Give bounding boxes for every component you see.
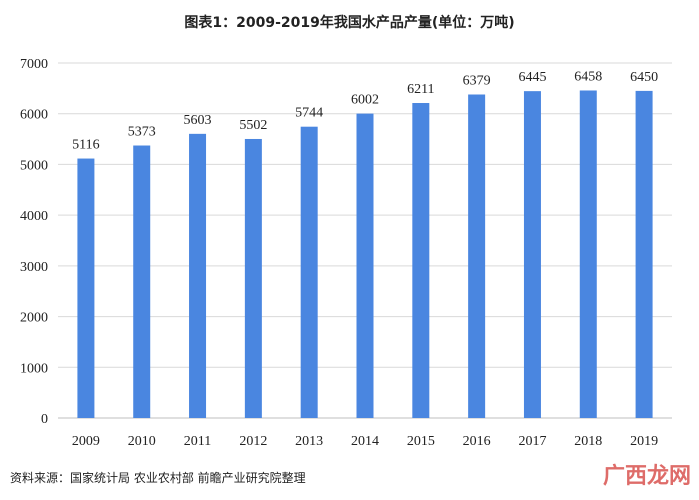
bar — [133, 145, 151, 418]
bar — [300, 126, 318, 418]
x-tick-label: 2015 — [407, 434, 435, 449]
data-label: 5116 — [72, 138, 99, 153]
data-label: 6450 — [630, 70, 658, 85]
x-tick-label: 2012 — [239, 434, 267, 449]
bar — [412, 103, 430, 418]
x-tick-label: 2014 — [351, 434, 379, 449]
data-label: 5744 — [295, 106, 323, 121]
x-tick-label: 2017 — [518, 434, 546, 449]
x-tick-label: 2010 — [128, 434, 156, 449]
bar — [635, 90, 653, 419]
bar — [189, 133, 207, 419]
y-tick-label: 3000 — [20, 260, 48, 275]
data-label: 6458 — [574, 69, 602, 84]
y-tick-label: 2000 — [20, 311, 48, 326]
x-tick-label: 2013 — [295, 434, 323, 449]
data-label: 5603 — [184, 113, 212, 128]
bar — [523, 91, 541, 419]
y-tick-label: 5000 — [20, 158, 48, 173]
y-tick-label: 1000 — [20, 361, 48, 376]
bar — [579, 90, 597, 418]
data-label: 6211 — [407, 82, 434, 97]
bar — [77, 158, 95, 418]
y-tick-label: 6000 — [20, 108, 48, 123]
x-tick-label: 2009 — [72, 434, 100, 449]
x-tick-label: 2016 — [463, 434, 491, 449]
data-label: 6379 — [463, 73, 491, 88]
data-label: 6445 — [518, 70, 546, 85]
x-tick-label: 2019 — [630, 434, 658, 449]
x-tick-label: 2011 — [184, 434, 211, 449]
bar — [468, 94, 486, 419]
data-label: 5502 — [239, 118, 267, 133]
watermark-logo: 广西龙网 — [602, 463, 691, 489]
y-tick-label: 7000 — [20, 57, 48, 72]
bar — [356, 113, 374, 418]
source-note: 资料来源：国家统计局 农业农村部 前瞻产业研究院整理 — [10, 471, 306, 485]
y-tick-label: 0 — [41, 412, 48, 427]
data-label: 6002 — [351, 93, 379, 108]
bar — [244, 138, 262, 418]
x-tick-label: 2018 — [574, 434, 602, 449]
data-label: 5373 — [128, 125, 156, 140]
chart-title: 图表1：2009-2019年我国水产品产量(单位：万吨) — [184, 15, 515, 31]
y-tick-label: 4000 — [20, 209, 48, 224]
